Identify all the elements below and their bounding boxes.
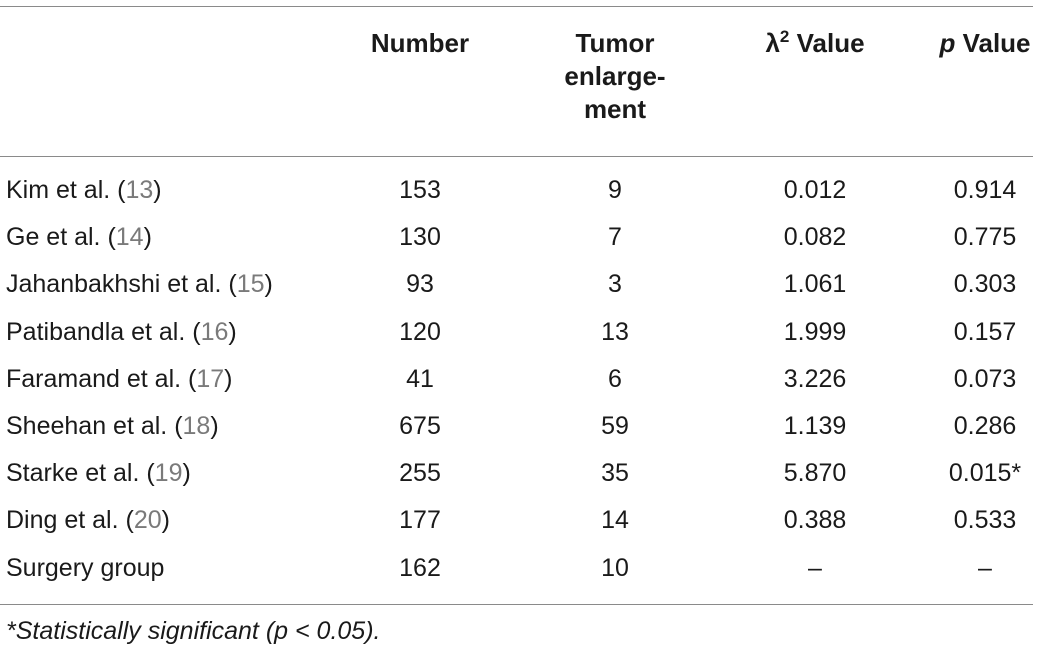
study-name: Kim et al. ( bbox=[6, 176, 126, 204]
cell-study: Ding et al. (20) bbox=[6, 497, 170, 544]
study-name: Ge et al. ( bbox=[6, 223, 116, 251]
cell-number: 153 bbox=[399, 176, 441, 204]
cell-number: 162 bbox=[399, 554, 441, 582]
cell-number: 41 bbox=[406, 365, 434, 393]
cell-study: Surgery group bbox=[6, 545, 164, 592]
cell-tumor-enlargement: 59 bbox=[601, 412, 629, 440]
cell-study: Faramand et al. (17) bbox=[6, 356, 233, 403]
cell-number: 255 bbox=[399, 459, 441, 487]
cell-tumor-enlargement: 10 bbox=[601, 554, 629, 582]
cell-tumor-enlargement: 6 bbox=[608, 365, 622, 393]
study-name: Faramand et al. ( bbox=[6, 365, 197, 393]
table-row: Patibandla et al. (16) 120 13 1.999 0.157 bbox=[0, 309, 1039, 356]
table-bottom-rule bbox=[0, 604, 1033, 605]
study-close-paren: ) bbox=[228, 318, 237, 346]
cell-lambda-value: 5.870 bbox=[783, 459, 847, 487]
header-lambda-value: λ2 Value bbox=[735, 27, 895, 60]
lambda-symbol: λ bbox=[765, 28, 780, 58]
cell-lambda-value: 0.082 bbox=[783, 223, 847, 251]
lambda-superscript: 2 bbox=[779, 27, 790, 46]
cell-lambda-value: 0.012 bbox=[783, 176, 847, 204]
table-row: Jahanbakhshi et al. (15) 93 3 1.061 0.303 bbox=[0, 261, 1039, 308]
header-tumor-enlargement: Tumor enlarge- ment bbox=[564, 28, 666, 124]
cell-number: 120 bbox=[399, 318, 441, 346]
header-number: Number bbox=[370, 28, 470, 58]
study-close-paren: ) bbox=[182, 459, 191, 487]
cell-p-value: – bbox=[978, 554, 992, 582]
study-close-paren: ) bbox=[143, 223, 152, 251]
lambda-header-text: Value bbox=[789, 28, 865, 58]
table-row: Faramand et al. (17) 41 6 3.226 0.073 bbox=[0, 356, 1039, 403]
table-row: Kim et al. (13) 153 9 0.012 0.914 bbox=[0, 167, 1039, 214]
cell-tumor-enlargement: 14 bbox=[601, 506, 629, 534]
study-close-paren: ) bbox=[224, 365, 233, 393]
cell-p-value: 0.775 bbox=[953, 223, 1017, 251]
study-close-paren: ) bbox=[161, 506, 170, 534]
table-row: Ding et al. (20) 177 14 0.388 0.533 bbox=[0, 497, 1039, 544]
study-name: Surgery group bbox=[6, 554, 165, 582]
header-divider-rule bbox=[0, 156, 1033, 157]
cell-p-value: 0.533 bbox=[953, 506, 1017, 534]
study-close-paren: ) bbox=[210, 412, 219, 440]
table-top-rule bbox=[0, 6, 1033, 7]
p-italic: p bbox=[939, 28, 956, 58]
study-name: Sheehan et al. ( bbox=[6, 412, 183, 440]
cell-lambda-value: – bbox=[808, 554, 822, 582]
cell-study: Starke et al. (19) bbox=[6, 450, 191, 497]
cell-study: Jahanbakhshi et al. (15) bbox=[6, 261, 273, 308]
table-row: Surgery group 162 10 – – bbox=[0, 545, 1039, 592]
cell-p-value: 0.073 bbox=[953, 365, 1017, 393]
reference-link[interactable]: 15 bbox=[236, 270, 265, 298]
cell-study: Sheehan et al. (18) bbox=[6, 403, 219, 450]
table-row: Ge et al. (14) 130 7 0.082 0.775 bbox=[0, 214, 1039, 261]
cell-lambda-value: 3.226 bbox=[783, 365, 847, 393]
cell-tumor-enlargement: 9 bbox=[608, 176, 622, 204]
p-header-text: Value bbox=[955, 28, 1031, 58]
cell-lambda-value: 1.139 bbox=[783, 412, 847, 440]
reference-link[interactable]: 14 bbox=[115, 223, 144, 251]
study-name: Jahanbakhshi et al. ( bbox=[6, 270, 237, 298]
cell-tumor-enlargement: 13 bbox=[601, 318, 629, 346]
reference-link[interactable]: 19 bbox=[154, 459, 183, 487]
cell-number: 177 bbox=[399, 506, 441, 534]
cell-number: 675 bbox=[399, 412, 441, 440]
cell-study: Ge et al. (14) bbox=[6, 214, 152, 261]
cell-tumor-enlargement: 35 bbox=[601, 459, 629, 487]
cell-tumor-enlargement: 3 bbox=[608, 270, 622, 298]
cell-p-value: 0.286 bbox=[953, 412, 1017, 440]
cell-study: Kim et al. (13) bbox=[6, 167, 162, 214]
study-name: Patibandla et al. ( bbox=[6, 318, 201, 346]
cell-p-value: 0.015* bbox=[948, 459, 1022, 487]
cell-number: 130 bbox=[399, 223, 441, 251]
study-name: Starke et al. ( bbox=[6, 459, 155, 487]
study-close-paren: ) bbox=[153, 176, 162, 204]
table-row: Starke et al. (19) 255 35 5.870 0.015* bbox=[0, 450, 1039, 497]
study-close-paren: ) bbox=[264, 270, 273, 298]
reference-link[interactable]: 17 bbox=[196, 365, 225, 393]
cell-p-value: 0.157 bbox=[953, 318, 1017, 346]
reference-link[interactable]: 13 bbox=[125, 176, 154, 204]
reference-link[interactable]: 20 bbox=[133, 506, 162, 534]
cell-lambda-value: 1.061 bbox=[783, 270, 847, 298]
cell-p-value: 0.914 bbox=[953, 176, 1017, 204]
study-name: Ding et al. ( bbox=[6, 506, 134, 534]
reference-link[interactable]: 16 bbox=[200, 318, 229, 346]
cell-lambda-value: 1.999 bbox=[783, 318, 847, 346]
table-row: Sheehan et al. (18) 675 59 1.139 0.286 bbox=[0, 403, 1039, 450]
table-footnote: *Statistically significant (p < 0.05). bbox=[6, 617, 381, 645]
cell-tumor-enlargement: 7 bbox=[608, 223, 622, 251]
cell-lambda-value: 0.388 bbox=[783, 506, 847, 534]
header-p-value: p Value bbox=[925, 27, 1039, 60]
reference-link[interactable]: 18 bbox=[182, 412, 211, 440]
cell-number: 93 bbox=[406, 270, 434, 298]
cell-p-value: 0.303 bbox=[953, 270, 1017, 298]
cell-study: Patibandla et al. (16) bbox=[6, 309, 237, 356]
